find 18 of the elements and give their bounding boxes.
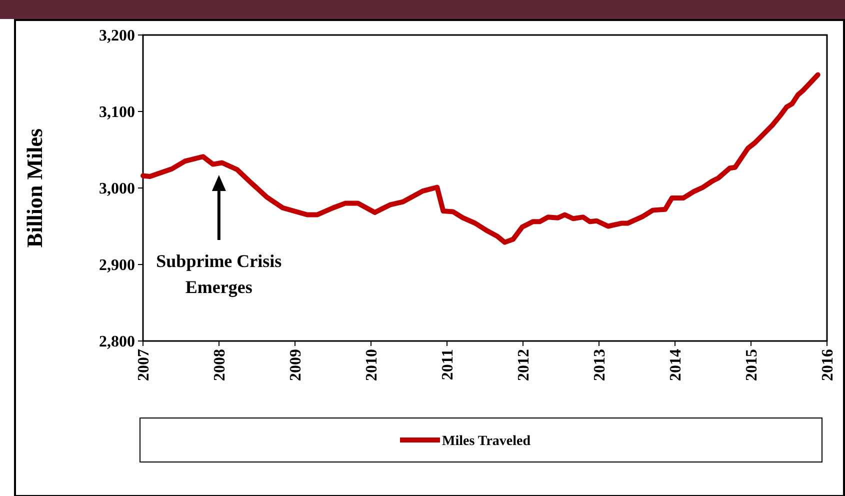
x-tick-label: 2009 [288, 349, 305, 381]
y-tick-label: 3,000 [99, 180, 135, 198]
x-tick-label: 2010 [364, 349, 381, 381]
x-tick-label: 2016 [820, 349, 837, 381]
x-tick-label: 2014 [668, 349, 685, 381]
annotation: Subprime Crisis Emerges [156, 251, 282, 297]
x-tick-label: 2011 [440, 349, 457, 380]
y-tick-label: 2,900 [99, 257, 135, 274]
x-tick-label: 2013 [592, 349, 609, 381]
y-tick-label: 2,800 [99, 334, 135, 351]
y-axis-title: Billion Miles [22, 128, 47, 248]
x-tick-label: 2015 [744, 349, 761, 381]
x-tick-label: 2008 [212, 349, 229, 381]
x-tick-label: 2012 [516, 349, 533, 381]
x-tick-label: 2007 [136, 349, 153, 381]
legend-label: Miles Traveled [442, 434, 531, 449]
y-tick-label: 3,100 [99, 104, 135, 122]
y-tick-label: 3,200 [99, 28, 135, 45]
